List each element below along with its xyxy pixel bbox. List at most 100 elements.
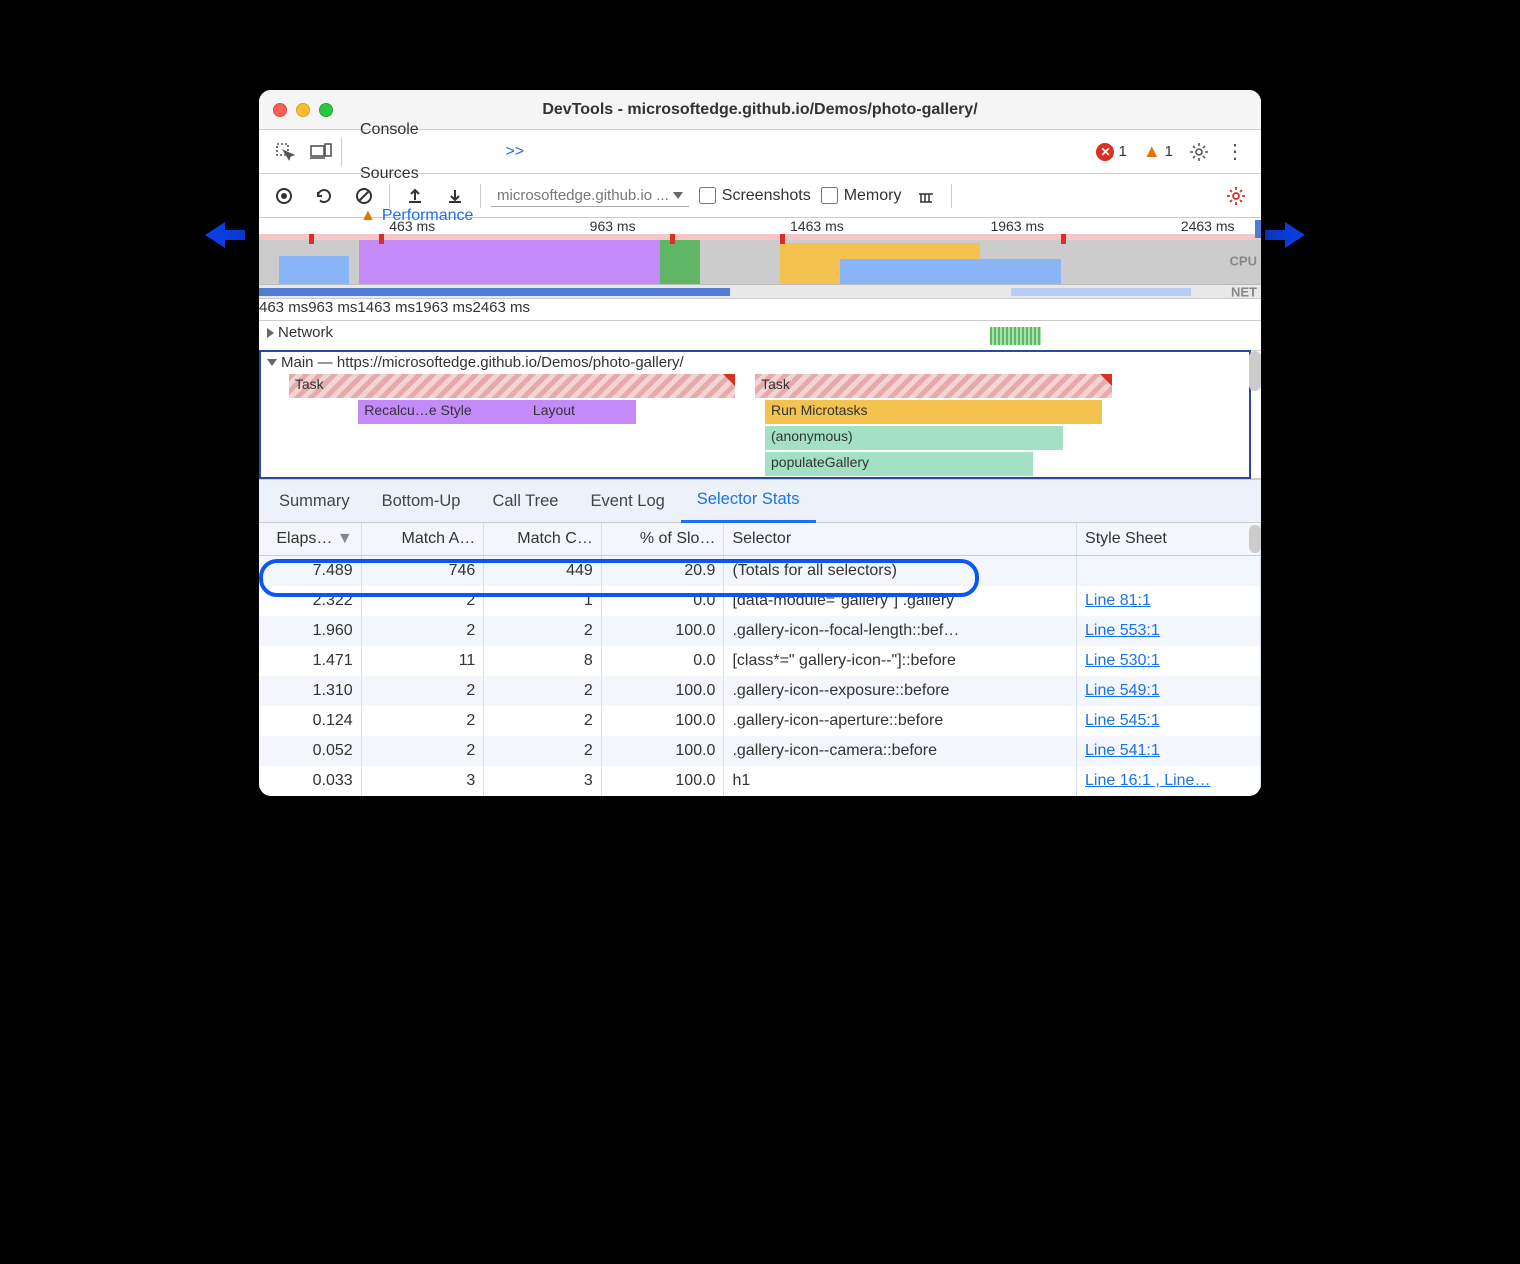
column-header[interactable]: % of Slo… — [601, 523, 724, 556]
stylesheet-cell: Line 541:1 — [1077, 736, 1261, 766]
traffic-lights — [273, 103, 333, 117]
flame-bar[interactable]: Run Microtasks — [765, 400, 1102, 424]
flame-bar[interactable]: Task — [755, 374, 1112, 398]
close-button[interactable] — [273, 103, 287, 117]
memory-checkbox[interactable]: Memory — [821, 187, 902, 205]
net-segment — [1011, 288, 1191, 296]
flame-bar[interactable]: populateGallery — [765, 452, 1033, 476]
ruler-tick: 2463 ms — [1181, 218, 1235, 234]
selector-cell: .gallery-icon--aperture::before — [724, 706, 1077, 736]
ruler-tick: 1463 ms — [357, 299, 415, 316]
reload-button[interactable] — [309, 181, 339, 211]
network-activity — [990, 327, 1040, 345]
stylesheet-cell: Line 549:1 — [1077, 676, 1261, 706]
ruler-tick: 463 ms — [259, 299, 308, 316]
stylesheet-link[interactable]: Line 530:1 — [1085, 652, 1160, 669]
net-segment — [259, 288, 730, 296]
warning-badge[interactable]: ▲ 1 — [1135, 141, 1181, 162]
minimize-button[interactable] — [296, 103, 310, 117]
stylesheet-cell — [1077, 556, 1261, 587]
collapse-icon[interactable] — [267, 359, 277, 366]
stylesheet-link[interactable]: Line 81:1 — [1085, 592, 1151, 609]
subtab-bottom-up[interactable]: Bottom-Up — [366, 479, 477, 523]
column-header[interactable]: Match A… — [361, 523, 484, 556]
annotation-arrow-right — [1265, 218, 1305, 252]
maximize-button[interactable] — [319, 103, 333, 117]
long-task-marker — [1061, 234, 1066, 244]
table-row[interactable]: 2.322210.0[data-module="gallery"] .galle… — [259, 586, 1261, 616]
stylesheet-cell: Line 81:1 — [1077, 586, 1261, 616]
flame-bar[interactable]: (anonymous) — [765, 426, 1063, 450]
selector-cell: .gallery-icon--focal-length::bef… — [724, 616, 1077, 646]
cpu-segment — [660, 240, 700, 284]
tab-console[interactable]: Console — [344, 108, 489, 152]
selector-cell: .gallery-icon--exposure::before — [724, 676, 1077, 706]
table-row[interactable]: 1.96022100.0.gallery-icon--focal-length:… — [259, 616, 1261, 646]
stylesheet-cell: Line 530:1 — [1077, 646, 1261, 676]
column-header[interactable]: Match C… — [484, 523, 602, 556]
kebab-icon[interactable]: ⋮ — [1217, 134, 1253, 170]
network-track[interactable]: Network — [259, 321, 1261, 351]
table-row[interactable]: 1.31022100.0.gallery-icon--exposure::bef… — [259, 676, 1261, 706]
stylesheet-cell: Line 553:1 — [1077, 616, 1261, 646]
scrollbar-icon[interactable] — [1249, 351, 1261, 391]
selector-cell: [data-module="gallery"] .gallery — [724, 586, 1077, 616]
chevron-down-icon — [673, 192, 683, 199]
time-ruler-detail: 463 ms963 ms1463 ms1963 ms2463 ms — [259, 299, 1261, 321]
capture-settings-icon[interactable] — [1221, 181, 1251, 211]
settings-icon[interactable] — [1181, 134, 1217, 170]
record-button[interactable] — [269, 181, 299, 211]
selector-stats-table: Elaps… ▼Match A…Match C…% of Slo…Selecto… — [259, 523, 1261, 796]
collect-garbage-icon[interactable] — [911, 181, 941, 211]
table-row[interactable]: 0.12422100.0.gallery-icon--aperture::bef… — [259, 706, 1261, 736]
warning-count: 1 — [1165, 143, 1173, 160]
screenshots-checkbox[interactable]: Screenshots — [699, 187, 811, 205]
url-dropdown[interactable]: microsoftedge.github.io ... — [491, 185, 689, 207]
stylesheet-link[interactable]: Line 545:1 — [1085, 712, 1160, 729]
stylesheet-cell: Line 545:1 — [1077, 706, 1261, 736]
inspect-icon[interactable] — [267, 134, 303, 170]
error-badge[interactable]: ✕ 1 — [1088, 143, 1134, 161]
error-icon: ✕ — [1096, 143, 1114, 161]
details-tabs: SummaryBottom-UpCall TreeEvent LogSelect… — [259, 479, 1261, 523]
table-row[interactable]: 1.4711180.0[class*=" gallery-icon--"]::b… — [259, 646, 1261, 676]
stylesheet-link[interactable]: Line 541:1 — [1085, 742, 1160, 759]
flame-bar[interactable]: Layout — [527, 400, 636, 424]
long-task-marker — [309, 234, 314, 244]
scrollbar-icon[interactable] — [1249, 525, 1261, 553]
net-track: NET — [259, 284, 1261, 298]
table-row[interactable]: 0.05222100.0.gallery-icon--camera::befor… — [259, 736, 1261, 766]
expand-icon[interactable] — [267, 328, 274, 338]
table-row[interactable]: 0.03333100.0h1Line 16:1 , Line… — [259, 766, 1261, 796]
timeline-overview[interactable]: 463 ms963 ms1463 ms1963 ms2463 ms CPU NE… — [259, 218, 1261, 299]
subtab-call-tree[interactable]: Call Tree — [476, 479, 574, 523]
table-row[interactable]: 7.48974644920.9(Totals for all selectors… — [259, 556, 1261, 587]
ruler-tick: 2463 ms — [473, 299, 531, 316]
column-header[interactable]: Selector — [724, 523, 1077, 556]
column-header[interactable]: Elaps… ▼ — [259, 523, 361, 556]
subtab-event-log[interactable]: Event Log — [574, 479, 680, 523]
tab-elements[interactable]: Elements — [344, 90, 489, 108]
selector-cell: .gallery-icon--camera::before — [724, 736, 1077, 766]
stylesheet-link[interactable]: Line 16:1 , Line… — [1085, 772, 1210, 789]
flame-bar[interactable]: Task — [289, 374, 735, 398]
subtab-selector-stats[interactable]: Selector Stats — [681, 479, 816, 523]
overview-handle-right[interactable] — [1255, 220, 1261, 238]
download-icon[interactable] — [440, 181, 470, 211]
stylesheet-link[interactable]: Line 549:1 — [1085, 682, 1160, 699]
ruler-tick: 1463 ms — [790, 218, 844, 234]
device-icon[interactable] — [303, 134, 339, 170]
cpu-label: CPU — [1230, 254, 1257, 269]
flame-bar[interactable]: Recalcu…e Style — [358, 400, 527, 424]
main-track[interactable]: Main — https://microsoftedge.github.io/D… — [259, 351, 1261, 479]
more-tabs[interactable]: >> — [489, 130, 540, 174]
stylesheet-link[interactable]: Line 553:1 — [1085, 622, 1160, 639]
upload-icon[interactable] — [400, 181, 430, 211]
column-header[interactable]: Style Sheet — [1077, 523, 1261, 556]
long-task-marker — [379, 234, 384, 244]
devtools-tabbar: ElementsConsoleSources▲Performance >> ✕ … — [259, 130, 1261, 174]
cpu-segment — [359, 238, 660, 284]
stylesheet-cell: Line 16:1 , Line… — [1077, 766, 1261, 796]
subtab-summary[interactable]: Summary — [263, 479, 366, 523]
clear-button[interactable] — [349, 181, 379, 211]
